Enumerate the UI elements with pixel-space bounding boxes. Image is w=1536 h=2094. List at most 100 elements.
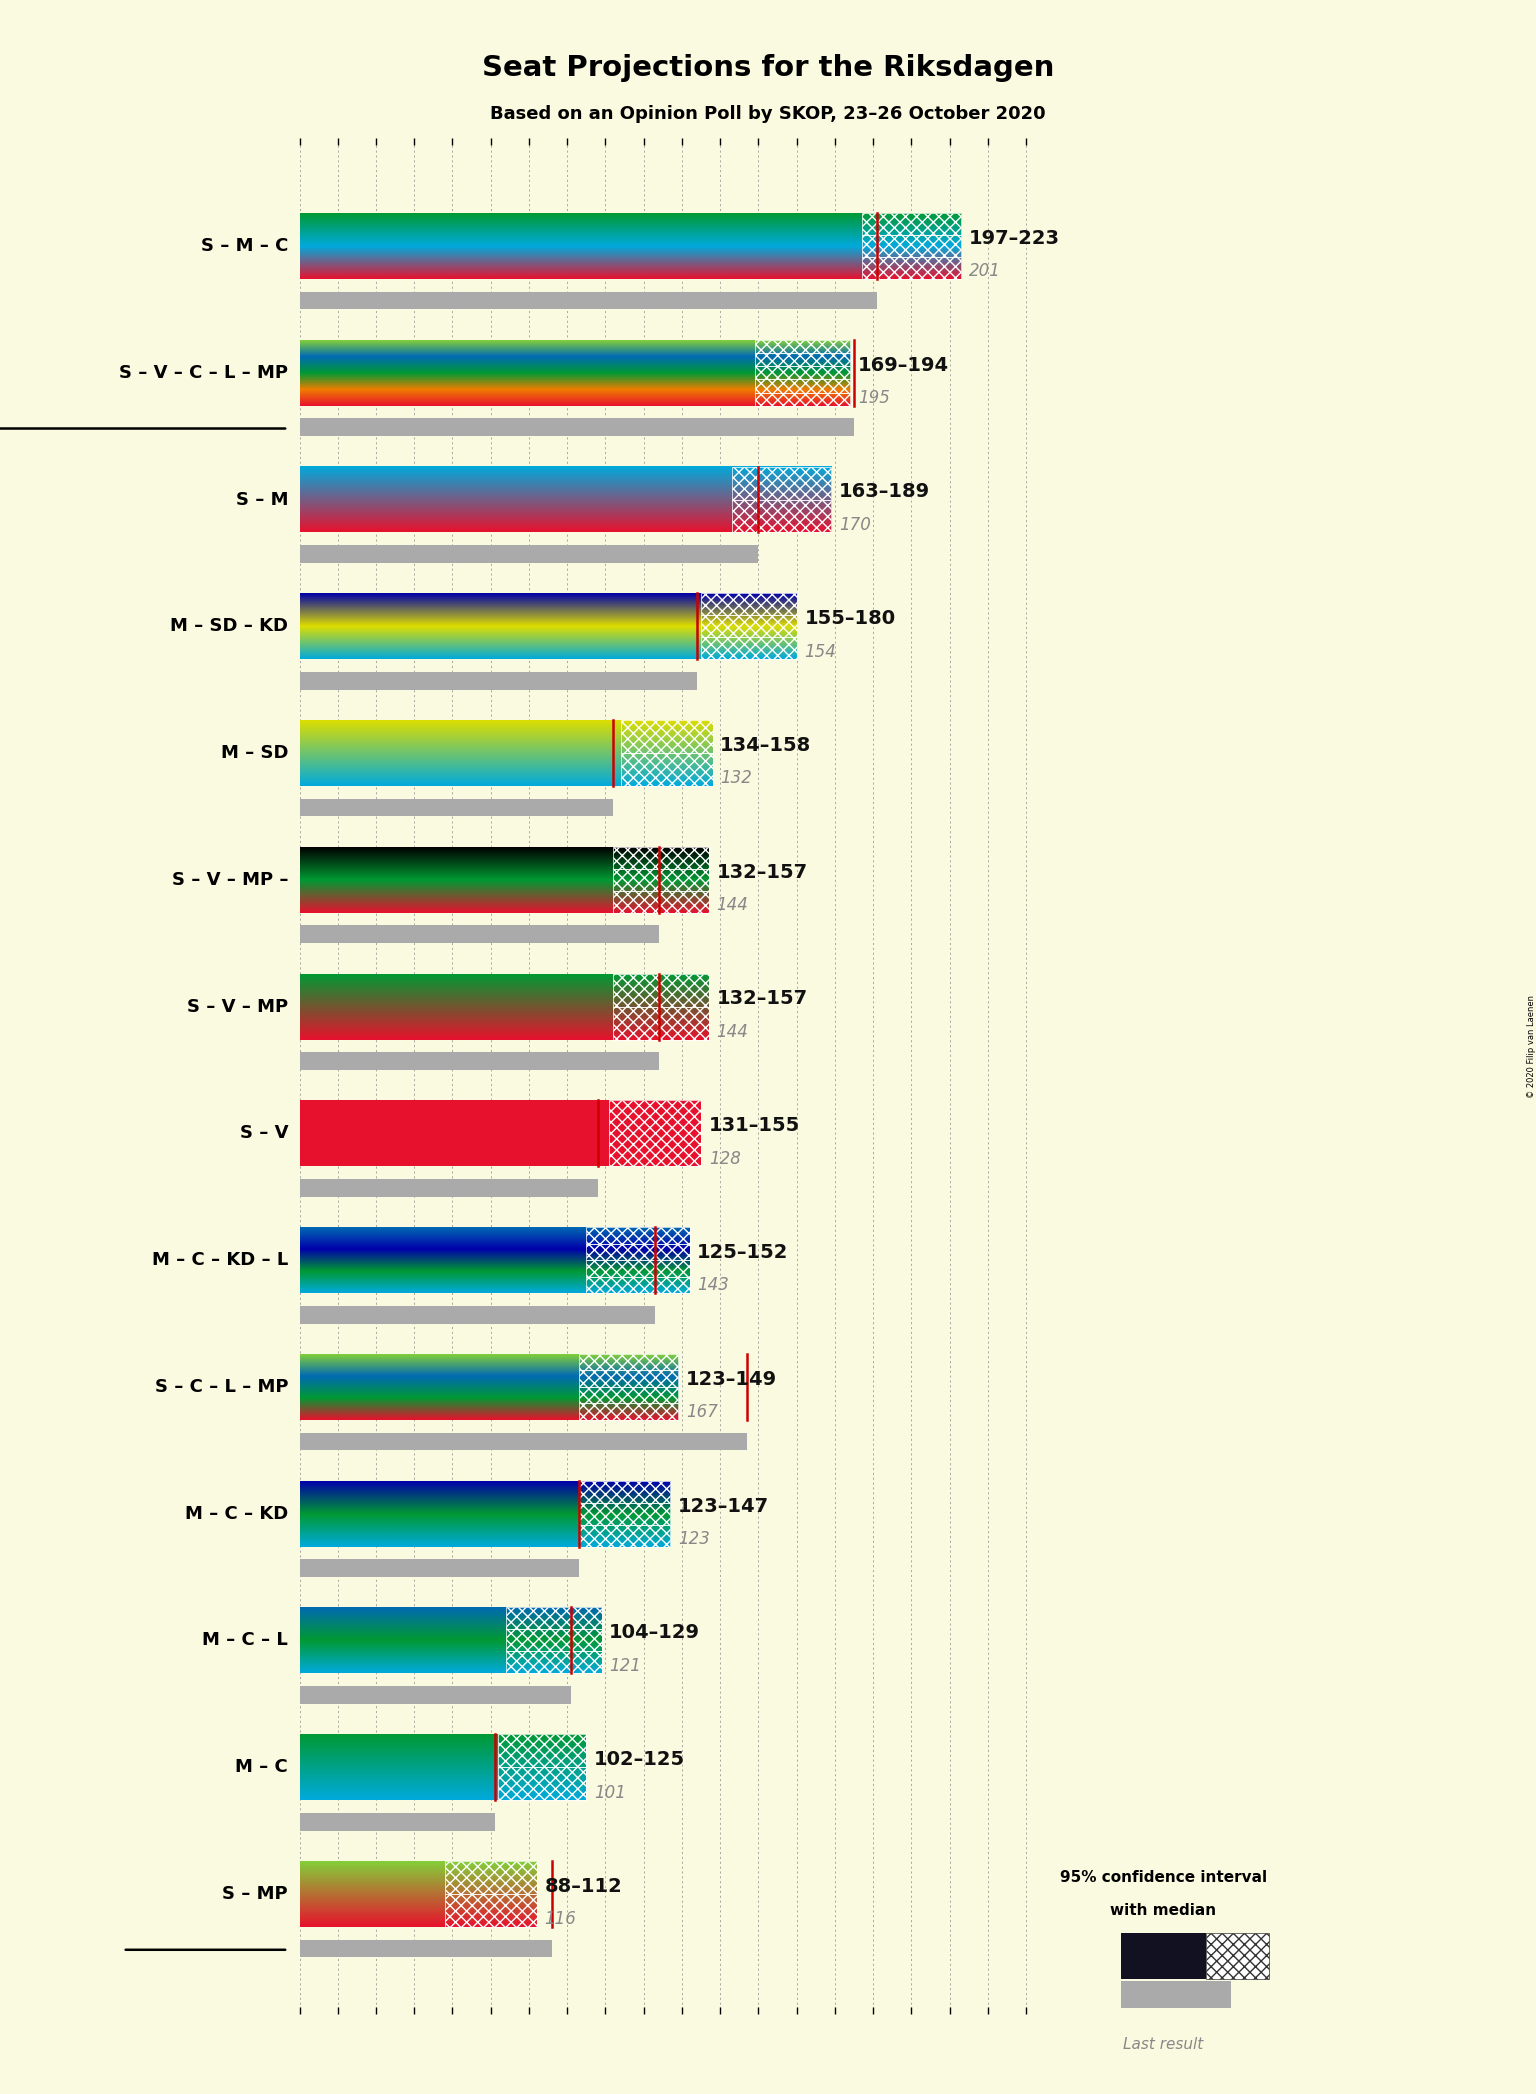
- Bar: [445, 1862, 536, 1893]
- Text: M – C: M – C: [235, 1759, 289, 1776]
- Bar: [579, 1403, 677, 1420]
- Bar: [300, 1307, 656, 1323]
- Bar: [862, 235, 962, 258]
- Text: 144: 144: [716, 1024, 748, 1041]
- Text: 170: 170: [839, 515, 871, 534]
- Bar: [587, 1227, 690, 1244]
- Bar: [579, 1503, 671, 1524]
- Bar: [587, 1261, 690, 1277]
- Bar: [300, 1179, 598, 1198]
- Bar: [300, 1432, 746, 1451]
- Text: 116: 116: [544, 1910, 576, 1929]
- Text: 201: 201: [969, 262, 1000, 281]
- Bar: [579, 1480, 671, 1503]
- Text: 197–223: 197–223: [969, 228, 1060, 247]
- Text: 163–189: 163–189: [839, 482, 929, 500]
- Text: 132–157: 132–157: [716, 990, 808, 1009]
- Text: Seat Projections for the Riksdagen: Seat Projections for the Riksdagen: [482, 54, 1054, 82]
- Bar: [731, 467, 831, 500]
- Text: S – V – MP: S – V – MP: [187, 997, 289, 1016]
- Text: © 2020 Filip van Laenen: © 2020 Filip van Laenen: [1527, 995, 1536, 1099]
- Bar: [300, 926, 659, 942]
- Text: 95% confidence interval: 95% confidence interval: [1060, 1870, 1267, 1885]
- Bar: [505, 1629, 602, 1652]
- Text: 169–194: 169–194: [859, 356, 949, 375]
- Bar: [610, 1101, 700, 1166]
- Text: S – V: S – V: [240, 1124, 289, 1143]
- Text: S – V – C – L – MP: S – V – C – L – MP: [120, 364, 289, 381]
- Text: with median: with median: [1111, 1903, 1217, 1918]
- Bar: [505, 1652, 602, 1673]
- Text: 167: 167: [685, 1403, 717, 1422]
- Text: 132–157: 132–157: [716, 863, 808, 882]
- Bar: [300, 1686, 571, 1705]
- Text: M – SD – KD: M – SD – KD: [170, 618, 289, 634]
- Text: 102–125: 102–125: [594, 1751, 685, 1769]
- Bar: [613, 846, 708, 869]
- Text: M – SD: M – SD: [221, 743, 289, 762]
- Text: 132: 132: [720, 768, 753, 787]
- Bar: [862, 214, 962, 235]
- Bar: [587, 1277, 690, 1294]
- Bar: [587, 1244, 690, 1261]
- Text: 123–149: 123–149: [685, 1369, 777, 1388]
- Text: 134–158: 134–158: [720, 735, 811, 756]
- Bar: [613, 1007, 708, 1039]
- Bar: [300, 1939, 551, 1958]
- Bar: [579, 1369, 677, 1386]
- Text: 155–180: 155–180: [805, 609, 895, 628]
- Bar: [300, 1560, 579, 1577]
- Bar: [754, 354, 851, 366]
- Bar: [754, 366, 851, 379]
- Bar: [613, 869, 708, 890]
- Bar: [621, 720, 713, 754]
- Bar: [300, 1051, 659, 1070]
- Text: S – C – L – MP: S – C – L – MP: [155, 1378, 289, 1397]
- Text: 144: 144: [716, 896, 748, 915]
- Text: 143: 143: [697, 1277, 730, 1294]
- Text: 123: 123: [677, 1531, 710, 1547]
- Bar: [300, 419, 854, 436]
- Bar: [754, 379, 851, 392]
- Bar: [498, 1734, 587, 1767]
- Text: 101: 101: [594, 1784, 625, 1801]
- Bar: [498, 1767, 587, 1801]
- Bar: [579, 1524, 671, 1547]
- Text: S – MP: S – MP: [223, 1885, 289, 1903]
- Bar: [579, 1386, 677, 1403]
- Text: 128: 128: [708, 1150, 740, 1168]
- Text: 88–112: 88–112: [544, 1876, 622, 1895]
- Bar: [754, 392, 851, 406]
- Text: M – C – KD: M – C – KD: [184, 1506, 289, 1522]
- Text: S – M: S – M: [235, 490, 289, 509]
- Text: M – C – L: M – C – L: [203, 1631, 289, 1650]
- Text: M – C – KD – L: M – C – KD – L: [152, 1250, 289, 1269]
- Bar: [300, 1101, 610, 1166]
- Bar: [700, 593, 797, 616]
- Bar: [700, 637, 797, 660]
- Text: S – V – MP –: S – V – MP –: [172, 871, 289, 888]
- Bar: [621, 754, 713, 785]
- Text: 131–155: 131–155: [708, 1116, 800, 1135]
- Bar: [300, 291, 877, 310]
- Text: 104–129: 104–129: [610, 1623, 700, 1642]
- Text: Based on an Opinion Poll by SKOP, 23–26 October 2020: Based on an Opinion Poll by SKOP, 23–26 …: [490, 105, 1046, 124]
- Bar: [300, 672, 697, 689]
- Bar: [613, 890, 708, 913]
- Bar: [700, 616, 797, 637]
- Text: S – M – C: S – M – C: [201, 237, 289, 255]
- Bar: [300, 1813, 495, 1830]
- Bar: [300, 544, 759, 563]
- Bar: [613, 974, 708, 1007]
- Bar: [610, 1101, 700, 1166]
- Bar: [862, 258, 962, 279]
- Text: Last result: Last result: [1123, 2037, 1204, 2052]
- Bar: [731, 500, 831, 532]
- Bar: [300, 798, 613, 817]
- Bar: [505, 1608, 602, 1629]
- Text: 123–147: 123–147: [677, 1497, 770, 1516]
- Text: 125–152: 125–152: [697, 1244, 788, 1263]
- Bar: [579, 1355, 677, 1369]
- Bar: [445, 1893, 536, 1926]
- Text: 195: 195: [859, 389, 889, 406]
